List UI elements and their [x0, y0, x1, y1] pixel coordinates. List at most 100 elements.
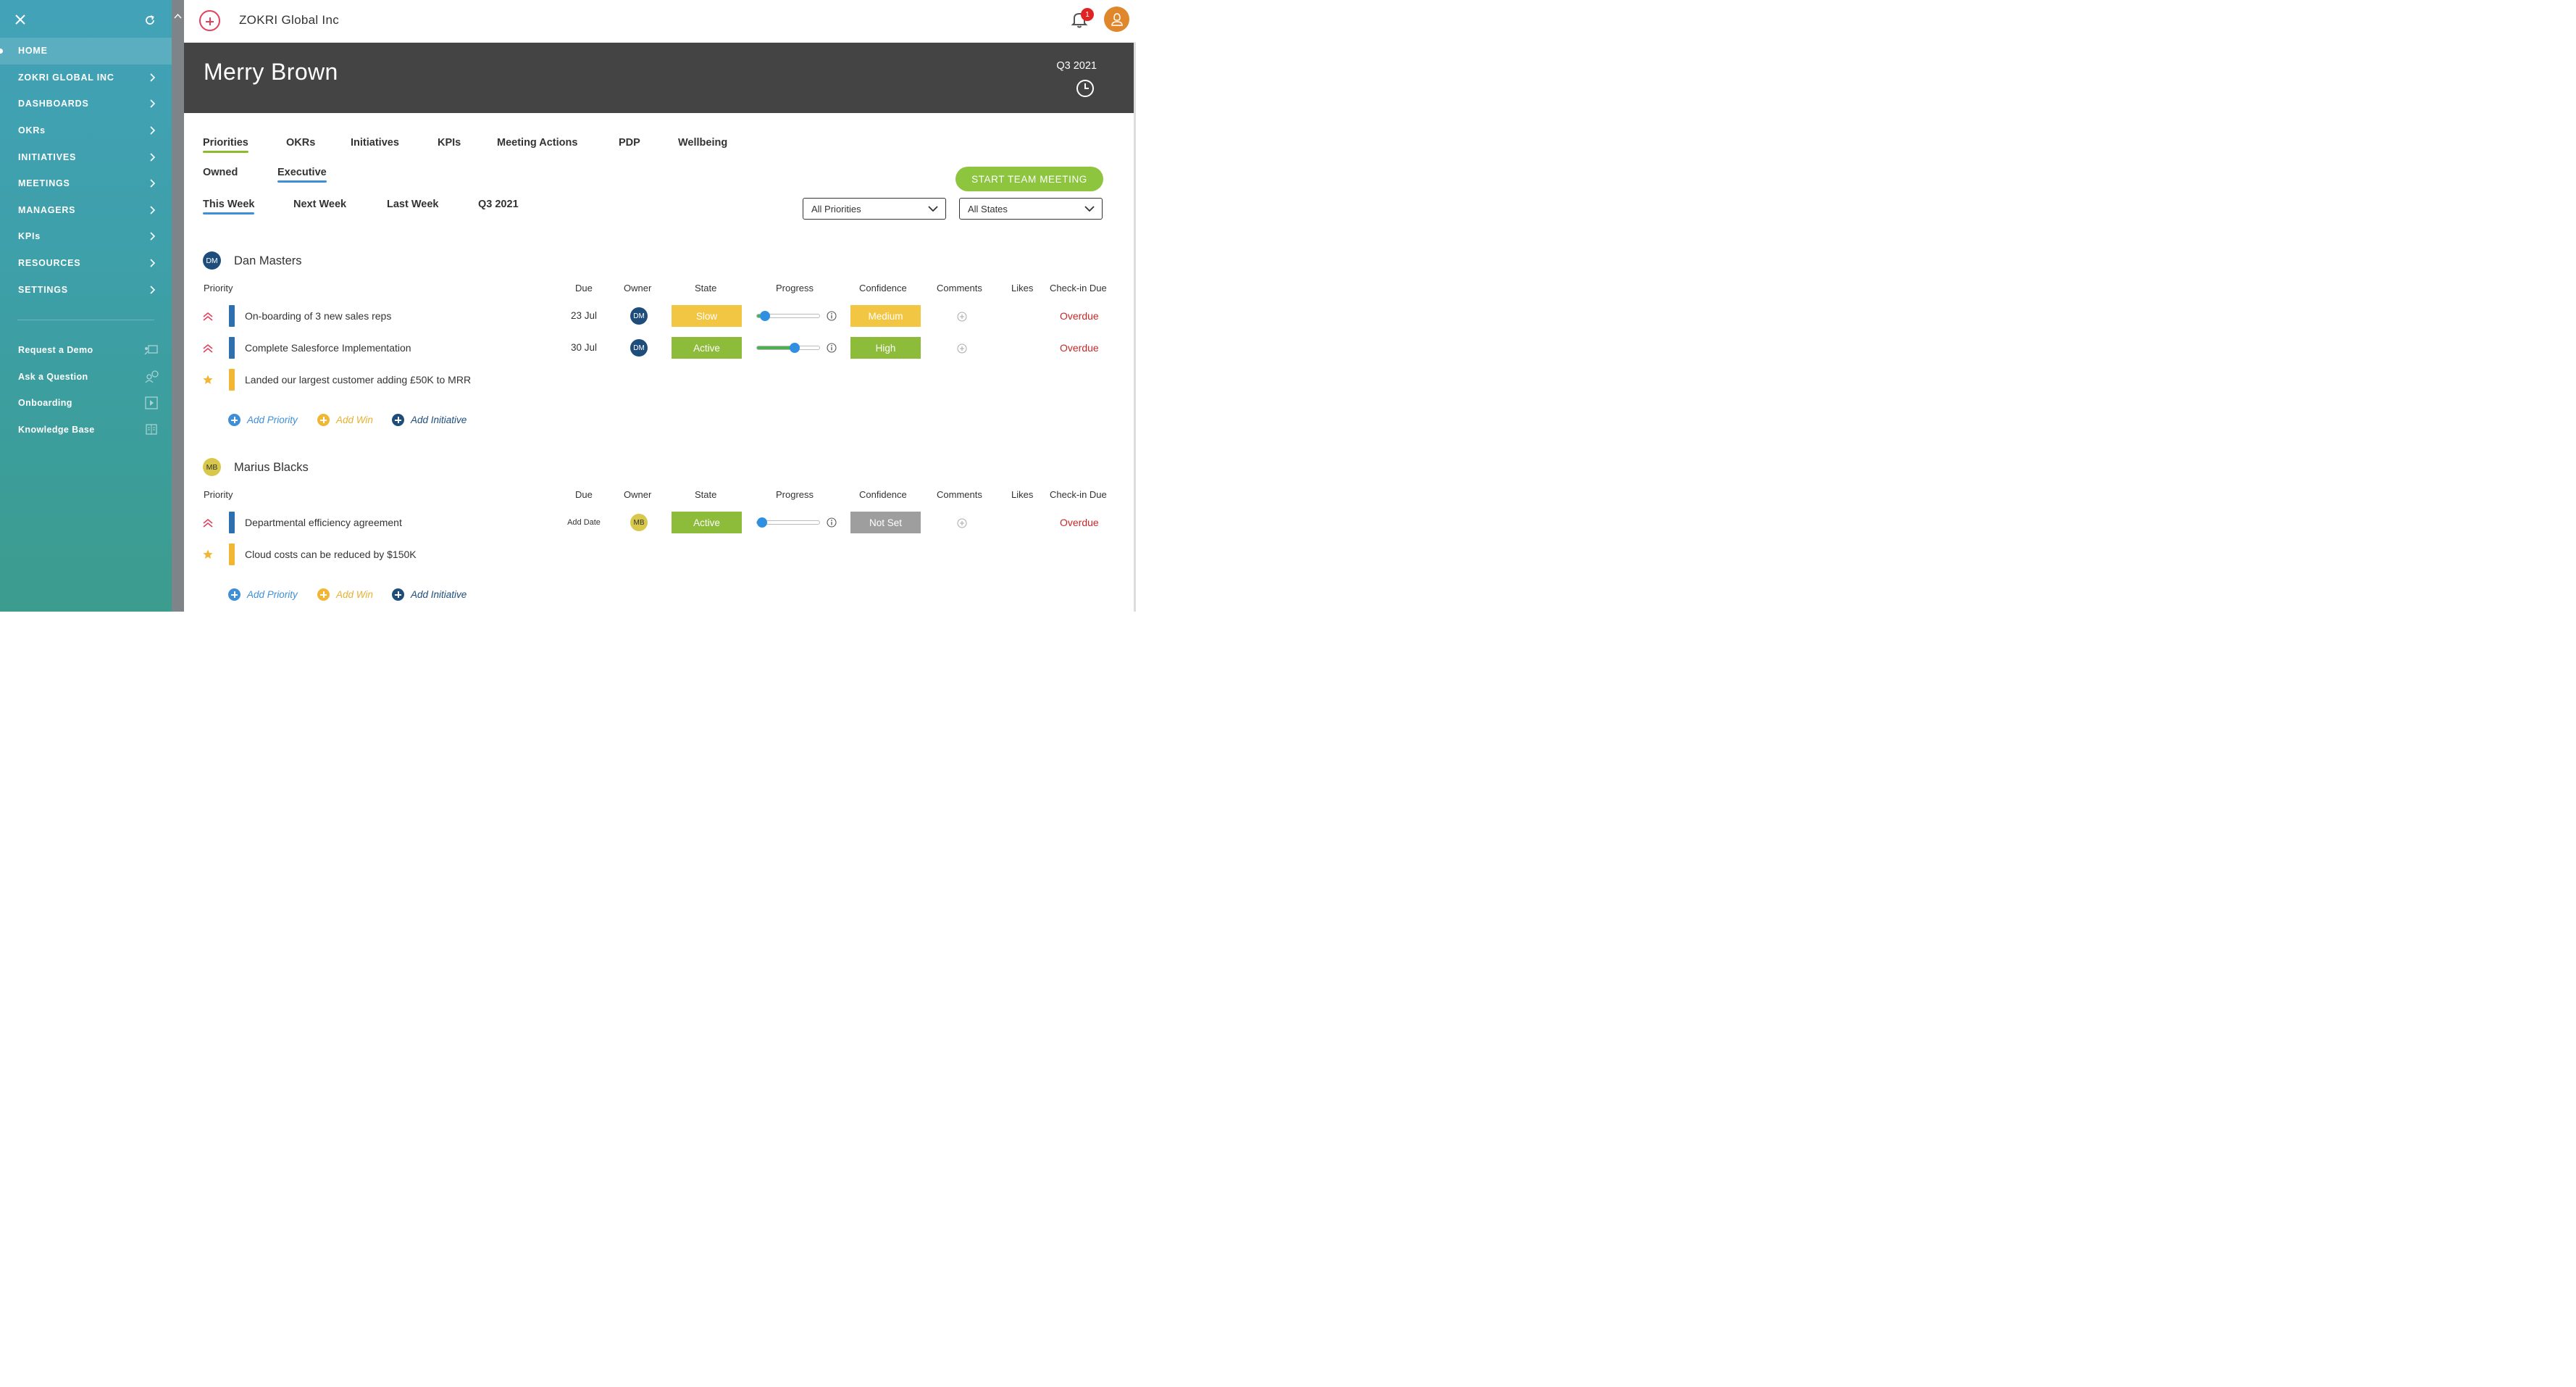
- notification-badge[interactable]: 1: [1081, 8, 1094, 21]
- link-label: Add Priority: [247, 415, 298, 425]
- sidebar-scrollbar[interactable]: [172, 0, 184, 612]
- owner-avatar[interactable]: MB: [630, 514, 648, 531]
- sidebar-item-settings[interactable]: SETTINGS: [0, 276, 172, 303]
- progress-slider[interactable]: [756, 517, 820, 528]
- sidebar-item-initiatives[interactable]: INITIATIVES: [0, 143, 172, 170]
- select-value: All States: [968, 203, 1008, 214]
- tab-initiatives[interactable]: Initiatives: [351, 137, 399, 149]
- sidebar-item-managers[interactable]: MANAGERS: [0, 197, 172, 224]
- confidence-badge[interactable]: Medium: [850, 305, 921, 327]
- sidebar-header: [0, 0, 172, 38]
- member-name: Dan Masters: [234, 254, 302, 267]
- column-header-state: State: [695, 489, 717, 500]
- tab-meeting-actions[interactable]: Meeting Actions: [497, 137, 578, 149]
- question-icon: [145, 370, 159, 383]
- add-priority-link[interactable]: Add Priority: [228, 414, 298, 426]
- add-priority-link[interactable]: Add Priority: [228, 588, 298, 601]
- due-date[interactable]: 30 Jul: [570, 342, 598, 353]
- add-comment-icon[interactable]: [957, 312, 967, 322]
- checkin-status: Overdue: [1060, 517, 1099, 528]
- org-title: ZOKRI Global Inc: [239, 13, 340, 27]
- state-badge[interactable]: Active: [672, 337, 742, 359]
- add-initiative-link[interactable]: Add Initiative: [392, 414, 467, 426]
- win-title[interactable]: Landed our largest customer adding £50K …: [245, 374, 472, 386]
- sidebar-item-label: HOME: [18, 46, 48, 57]
- column-header-owner: Owner: [624, 283, 652, 293]
- chevron-up-icon[interactable]: [174, 13, 182, 19]
- member-name: Marius Blacks: [234, 461, 309, 474]
- sidebar-item-label: OKRs: [18, 125, 46, 136]
- period-last-week[interactable]: Last Week: [387, 199, 439, 210]
- slider-handle[interactable]: [789, 343, 800, 353]
- sidebar-item-resources[interactable]: RESOURCES: [0, 250, 172, 277]
- link-onboarding[interactable]: Onboarding: [0, 390, 172, 417]
- state-badge[interactable]: Slow: [672, 305, 742, 327]
- chevron-right-icon: [150, 179, 156, 188]
- confidence-badge[interactable]: Not Set: [850, 512, 921, 533]
- refresh-icon[interactable]: [143, 14, 156, 27]
- add-comment-icon[interactable]: [957, 518, 967, 528]
- tab-wellbeing[interactable]: Wellbeing: [678, 137, 728, 149]
- tab-okrs[interactable]: OKRs: [286, 137, 316, 149]
- star-icon: [203, 375, 213, 384]
- start-team-meeting-button[interactable]: START TEAM MEETING: [955, 167, 1103, 191]
- sidebar-item-home[interactable]: HOME: [0, 38, 172, 64]
- chevron-right-icon: [150, 232, 156, 241]
- link-label: Add Win: [336, 589, 373, 600]
- plus-circle-icon: [317, 414, 330, 426]
- slider-handle[interactable]: [757, 517, 767, 528]
- play-icon: [145, 396, 158, 410]
- tab-pdp[interactable]: PDP: [619, 137, 640, 149]
- link-label: Add Win: [336, 415, 373, 425]
- priority-title[interactable]: Departmental efficiency agreement: [245, 517, 402, 528]
- period-quarter[interactable]: Q3 2021: [478, 199, 519, 210]
- priority-title[interactable]: On-boarding of 3 new sales reps: [245, 310, 392, 322]
- sidebar-item-kpis[interactable]: KPIs: [0, 223, 172, 250]
- info-icon[interactable]: [827, 517, 837, 528]
- add-initiative-link[interactable]: Add Initiative: [392, 588, 467, 601]
- avatar[interactable]: [1104, 7, 1129, 32]
- add-button[interactable]: [199, 10, 220, 31]
- owner-avatar[interactable]: DM: [630, 307, 648, 325]
- state-badge[interactable]: Active: [672, 512, 742, 533]
- subtab-executive[interactable]: Executive: [277, 167, 327, 183]
- subtab-owned[interactable]: Owned: [203, 167, 238, 178]
- add-win-link[interactable]: Add Win: [317, 414, 373, 426]
- chevron-right-icon: [150, 126, 156, 135]
- column-header-state: State: [695, 283, 717, 293]
- tab-priorities[interactable]: Priorities: [203, 137, 248, 153]
- link-label: Knowledge Base: [18, 425, 95, 436]
- sidebar-item-meetings[interactable]: MEETINGS: [0, 170, 172, 197]
- states-filter-select[interactable]: All States: [959, 198, 1103, 220]
- win-title[interactable]: Cloud costs can be reduced by $150K: [245, 549, 417, 560]
- info-icon[interactable]: [827, 311, 837, 321]
- link-knowledge-base[interactable]: Knowledge Base: [0, 417, 172, 443]
- period-this-week[interactable]: This Week: [203, 199, 255, 214]
- sidebar-item-dashboards[interactable]: DASHBOARDS: [0, 91, 172, 117]
- close-icon[interactable]: [13, 12, 28, 27]
- due-date[interactable]: 23 Jul: [570, 310, 598, 321]
- confidence-badge[interactable]: High: [850, 337, 921, 359]
- owner-avatar[interactable]: DM: [630, 339, 648, 357]
- link-request-demo[interactable]: Request a Demo: [0, 337, 172, 364]
- sidebar-item-okrs[interactable]: OKRs: [0, 117, 172, 144]
- info-icon[interactable]: [827, 343, 837, 353]
- add-win-link[interactable]: Add Win: [317, 588, 373, 601]
- quarter-label[interactable]: Q3 2021: [1056, 60, 1097, 72]
- avatar: MB: [203, 458, 221, 476]
- clock-icon[interactable]: [1076, 79, 1095, 98]
- slider-handle[interactable]: [759, 311, 770, 321]
- period-next-week[interactable]: Next Week: [293, 199, 347, 210]
- add-comment-icon[interactable]: [957, 343, 967, 354]
- add-date-link[interactable]: Add Date: [567, 518, 601, 527]
- progress-slider[interactable]: [756, 343, 820, 353]
- select-value: All Priorities: [811, 203, 861, 214]
- sidebar-item-org[interactable]: ZOKRI GLOBAL INC: [0, 64, 172, 91]
- tab-kpis[interactable]: KPIs: [438, 137, 461, 149]
- priority-title[interactable]: Complete Salesforce Implementation: [245, 342, 411, 354]
- progress-slider[interactable]: [756, 311, 820, 321]
- priorities-filter-select[interactable]: All Priorities: [803, 198, 946, 220]
- win-color-bar: [229, 543, 235, 565]
- link-ask-question[interactable]: Ask a Question: [0, 364, 172, 391]
- main-scrollbar[interactable]: [1134, 43, 1136, 612]
